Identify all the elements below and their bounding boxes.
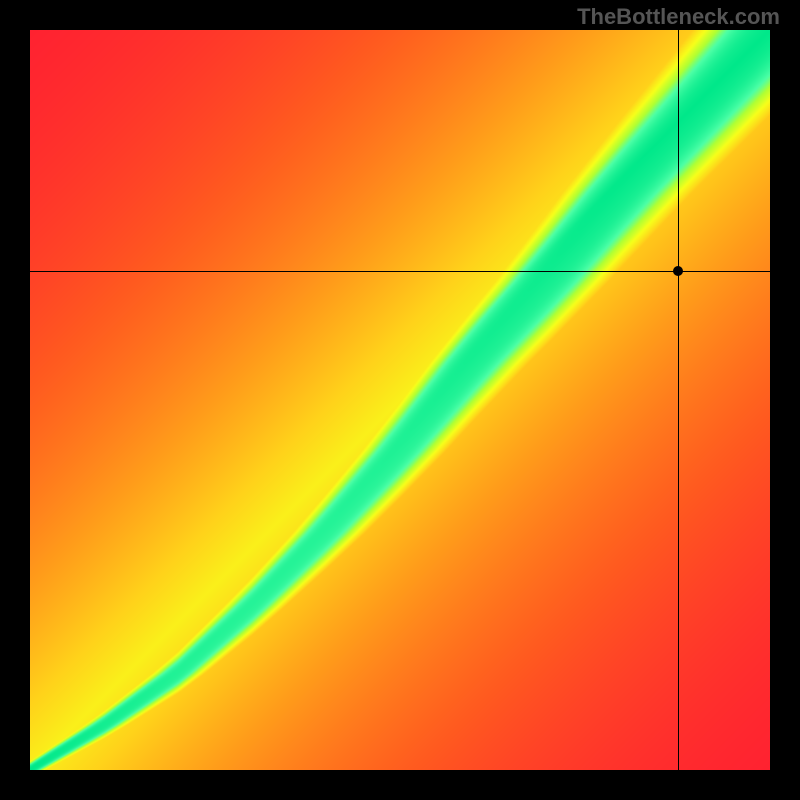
heatmap-canvas — [30, 30, 770, 770]
watermark-text: TheBottleneck.com — [577, 4, 780, 30]
chart-container: TheBottleneck.com — [0, 0, 800, 800]
plot-area — [30, 30, 770, 770]
crosshair-vertical — [678, 30, 679, 770]
crosshair-horizontal — [30, 271, 770, 272]
crosshair-marker — [673, 266, 683, 276]
